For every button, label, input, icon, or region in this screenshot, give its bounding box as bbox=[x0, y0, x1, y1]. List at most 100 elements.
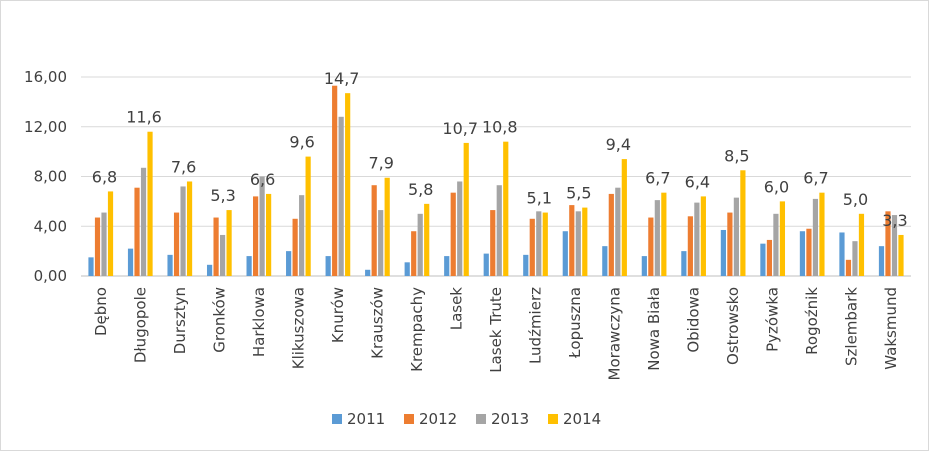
bar-2012 bbox=[727, 212, 733, 276]
bar-2014 bbox=[621, 159, 627, 276]
bar-2011 bbox=[641, 256, 647, 276]
bar-2012 bbox=[529, 218, 535, 276]
bar-2013 bbox=[812, 198, 819, 276]
bar-2013 bbox=[457, 181, 463, 276]
bar-2013 bbox=[615, 187, 621, 276]
data-labels: 6,8 11,6 7,6 5,3 6,6 9,6 14,7 7,9 5,8 10,7 10,8 5,1… bbox=[92, 69, 908, 230]
x-category-label: Waksmund bbox=[882, 287, 900, 370]
data-label: 11,6 bbox=[126, 108, 162, 127]
x-category-label: Obidowa bbox=[685, 287, 703, 353]
bar-2012 bbox=[845, 259, 852, 276]
data-label: 7,6 bbox=[171, 157, 196, 176]
x-category-label: Pyzówka bbox=[764, 287, 782, 352]
data-label: 10,7 bbox=[442, 119, 478, 138]
legend-label-2014: 2014 bbox=[563, 410, 601, 428]
bar-2013 bbox=[101, 212, 107, 276]
bar-2014 bbox=[186, 181, 193, 276]
bar-2012 bbox=[766, 239, 773, 276]
legend-label-2013: 2013 bbox=[491, 410, 529, 428]
bar-2013 bbox=[575, 211, 581, 276]
y-tick-label: 12,00 bbox=[24, 118, 67, 136]
bar-2012 bbox=[648, 217, 654, 276]
bar-2013 bbox=[219, 234, 226, 276]
bar-2013 bbox=[694, 202, 700, 276]
bar-2012 bbox=[569, 205, 575, 276]
x-category-label: Knurów bbox=[329, 287, 347, 343]
y-tick-label: 16,00 bbox=[24, 68, 67, 86]
bar-2012 bbox=[253, 196, 259, 276]
bar-2011 bbox=[483, 253, 489, 276]
data-label: 5,3 bbox=[210, 186, 235, 205]
bar-2013 bbox=[733, 197, 739, 276]
bar-2011 bbox=[562, 231, 568, 276]
bar-2011 bbox=[365, 269, 371, 276]
bar-2011 bbox=[760, 243, 766, 276]
data-label: 7,9 bbox=[368, 154, 393, 173]
data-label: 10,8 bbox=[482, 118, 518, 137]
bar-2012 bbox=[94, 217, 101, 276]
bar-2013 bbox=[338, 116, 344, 276]
data-label: 5,1 bbox=[527, 189, 552, 208]
legend-swatch-2012 bbox=[404, 414, 414, 424]
bar-2012 bbox=[292, 218, 298, 276]
bar-2012 bbox=[332, 85, 338, 276]
bar-2014 bbox=[424, 203, 430, 276]
bar-2011 bbox=[681, 251, 687, 276]
data-label: 6,7 bbox=[645, 169, 670, 188]
bar-2014 bbox=[503, 141, 509, 276]
data-label: 6,8 bbox=[92, 167, 117, 186]
x-category-label: Długopole bbox=[131, 287, 149, 363]
bar-2012 bbox=[687, 216, 693, 276]
bar-2011 bbox=[286, 251, 292, 276]
data-label: 6,0 bbox=[764, 177, 789, 196]
bar-2013 bbox=[417, 213, 423, 276]
x-category-label: Szlembark bbox=[843, 287, 861, 366]
bar-2012 bbox=[490, 210, 496, 276]
x-category-label: Morawczyna bbox=[606, 287, 624, 380]
bar-2014 bbox=[107, 191, 114, 276]
y-tick-label: 4,00 bbox=[34, 217, 67, 235]
bar-2012 bbox=[608, 193, 614, 276]
bar-2013 bbox=[299, 195, 305, 276]
bar-2011 bbox=[404, 262, 410, 276]
x-category-label: Ludźmierz bbox=[527, 287, 545, 364]
bar-2013 bbox=[654, 200, 660, 276]
data-label: 3,3 bbox=[882, 211, 907, 230]
bar-2011 bbox=[444, 256, 450, 276]
bar-2014 bbox=[582, 207, 588, 276]
bar-2011 bbox=[799, 231, 806, 276]
bar-2014 bbox=[700, 196, 706, 276]
data-label: 6,6 bbox=[250, 170, 275, 189]
legend-label-2011: 2011 bbox=[347, 410, 385, 428]
x-category-label: Rogoźnik bbox=[803, 287, 821, 355]
bar-2011 bbox=[878, 246, 885, 276]
bar-2012 bbox=[411, 231, 417, 276]
bar-2014 bbox=[542, 212, 548, 276]
x-category-label: Dursztyn bbox=[171, 287, 189, 354]
bar-2014 bbox=[147, 131, 153, 276]
bar-2014 bbox=[819, 192, 825, 276]
data-label: 9,6 bbox=[289, 133, 314, 152]
bar-2011 bbox=[602, 246, 608, 276]
bar-2011 bbox=[206, 264, 213, 276]
bar-2012 bbox=[134, 187, 140, 276]
bar-2013 bbox=[259, 176, 265, 276]
data-label: 9,4 bbox=[606, 135, 631, 154]
data-label: 6,7 bbox=[803, 169, 828, 188]
data-label: 5,8 bbox=[408, 180, 433, 199]
bar-2014 bbox=[463, 142, 469, 276]
bar-2012 bbox=[173, 212, 180, 276]
bar-2014 bbox=[858, 213, 865, 276]
data-label: 5,5 bbox=[566, 184, 591, 203]
bar-2011 bbox=[523, 254, 529, 276]
x-category-label: Lasek bbox=[447, 287, 465, 331]
bar-2014 bbox=[661, 192, 667, 276]
bar-2012 bbox=[806, 228, 812, 276]
x-category-label: Łopuszna bbox=[566, 287, 584, 359]
bars bbox=[88, 85, 904, 276]
x-category-label: Ostrowsko bbox=[724, 287, 742, 365]
bar-2013 bbox=[852, 241, 858, 276]
x-category-label: Nowa Biała bbox=[645, 287, 663, 371]
bar-2011 bbox=[167, 254, 173, 276]
bar-2014 bbox=[226, 210, 232, 276]
